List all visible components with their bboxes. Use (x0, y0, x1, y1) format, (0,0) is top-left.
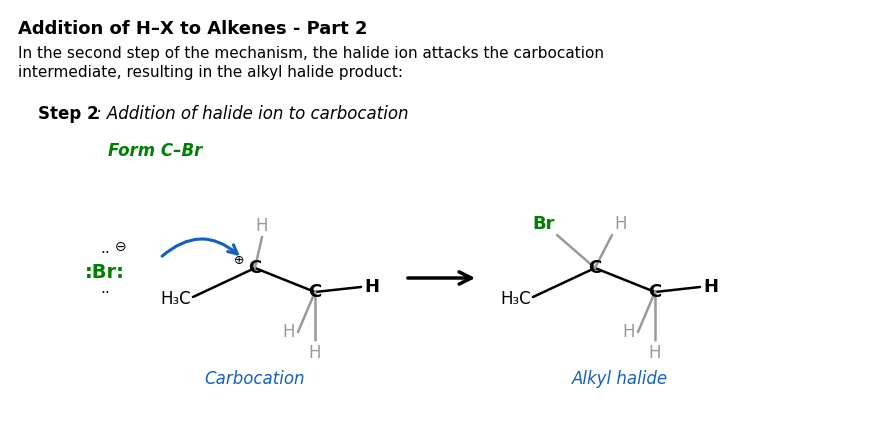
FancyArrowPatch shape (162, 239, 237, 256)
Text: Form C–Br: Form C–Br (108, 142, 202, 160)
Text: In the second step of the mechanism, the halide ion attacks the carbocation: In the second step of the mechanism, the… (18, 46, 603, 61)
Text: ⋅⋅: ⋅⋅ (100, 245, 110, 259)
Text: C: C (248, 259, 261, 277)
FancyArrowPatch shape (407, 272, 471, 284)
Text: H: H (255, 217, 268, 235)
Text: H: H (282, 323, 295, 341)
Text: H: H (613, 215, 626, 233)
Text: ⊕: ⊕ (233, 254, 244, 267)
Text: H: H (622, 323, 634, 341)
Text: Br: Br (531, 215, 554, 233)
Text: ⋅⋅: ⋅⋅ (100, 285, 110, 299)
Text: H₃C: H₃C (160, 290, 191, 308)
Text: C: C (308, 283, 321, 301)
Text: intermediate, resulting in the alkyl halide product:: intermediate, resulting in the alkyl hal… (18, 65, 403, 80)
Text: :Br:: :Br: (85, 262, 125, 282)
Text: H: H (648, 344, 660, 362)
Text: H: H (702, 278, 717, 296)
Text: H: H (309, 344, 321, 362)
Text: ⊖: ⊖ (115, 240, 126, 254)
Text: Step 2: Step 2 (38, 105, 98, 123)
Text: C: C (588, 259, 601, 277)
Text: Carbocation: Carbocation (204, 370, 305, 388)
Text: H: H (364, 278, 379, 296)
Text: Alkyl halide: Alkyl halide (571, 370, 667, 388)
Text: C: C (647, 283, 661, 301)
Text: Addition of H–X to Alkenes - Part 2: Addition of H–X to Alkenes - Part 2 (18, 20, 367, 38)
Text: : Addition of halide ion to carbocation: : Addition of halide ion to carbocation (96, 105, 408, 123)
Text: H₃C: H₃C (500, 290, 531, 308)
